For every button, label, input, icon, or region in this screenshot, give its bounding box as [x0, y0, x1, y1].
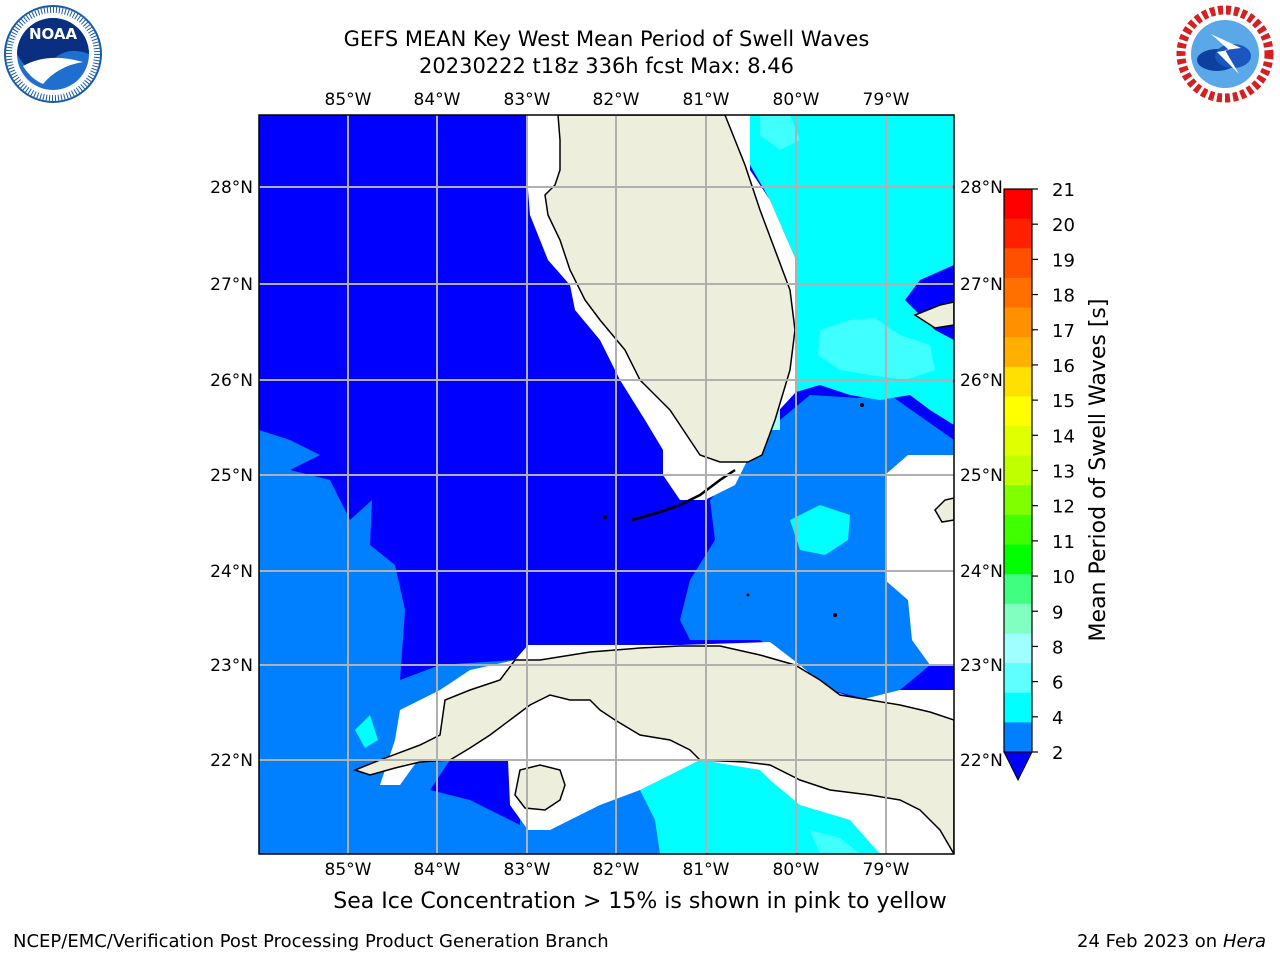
lat-label-right-4: 24°N — [960, 562, 1003, 582]
swell-2-4-west — [259, 430, 700, 854]
swell-6-8-north — [760, 115, 800, 150]
swell-4-6-straits — [790, 505, 850, 555]
lat-label-right-3: 25°N — [960, 466, 1003, 486]
colorbar: 21 20 19 18 17 16 15 14 13 12 11 10 9 8 6 4 2 Mean Period… — [1003, 180, 1111, 782]
colorbar-tick-label-7: 14 — [1052, 426, 1075, 447]
footer-date-text: 24 Feb 2023 on — [1077, 931, 1218, 952]
lat-label-right-2: 26°N — [960, 371, 1003, 391]
colorbar-tick-label-8: 13 — [1052, 462, 1075, 483]
colorbar-tick-label-16: 2 — [1052, 743, 1063, 764]
map-title: GEFS MEAN Key West Mean Period of Swell … — [343, 27, 870, 51]
colorbar-tick-label-0: 21 — [1052, 180, 1075, 201]
colorbar-tick-label-14: 6 — [1052, 673, 1063, 694]
colorbar-segment-7 — [1004, 396, 1032, 427]
colorbar-segment-3 — [1004, 277, 1032, 309]
lat-label-left-5: 23°N — [210, 656, 253, 676]
map-subtitle: 20230222 t18z 336h fcst Max: 8.46 — [419, 54, 794, 78]
lon-label-top-4: 81°W — [683, 90, 730, 110]
lat-label-right-6: 22°N — [960, 751, 1003, 771]
colorbar-segment-6 — [1004, 366, 1032, 397]
colorbar-segment-1 — [1004, 218, 1032, 249]
lon-label-top-1: 84°W — [414, 90, 461, 110]
florida-land — [544, 115, 796, 463]
lon-label-top-3: 82°W — [593, 90, 640, 110]
colorbar-segment-11 — [1004, 514, 1032, 546]
colorbar-tick-label-1: 20 — [1052, 215, 1075, 236]
colorbar-segment-4 — [1004, 307, 1032, 338]
lon-label-top-5: 80°W — [773, 90, 820, 110]
bahamas-north — [913, 301, 954, 329]
colorbar-tick-label-13: 8 — [1052, 637, 1063, 658]
lat-label-left-4: 24°N — [210, 562, 253, 582]
footer-date: 24 Feb 2023 on Hera — [1077, 931, 1266, 952]
lat-label-right-1: 27°N — [960, 275, 1003, 295]
colorbar-tick-label-9: 12 — [1052, 497, 1075, 518]
lon-label-bottom-2: 83°W — [504, 860, 551, 880]
colorbar-tick-label-5: 16 — [1052, 356, 1075, 377]
colorbar-segment-8 — [1004, 426, 1032, 457]
noaa-logo-text: NOAA — [29, 25, 78, 43]
colorbar-segment-9 — [1004, 455, 1032, 486]
lat-label-left-0: 28°N — [210, 178, 253, 198]
bahamas-andros — [934, 497, 954, 523]
lon-label-bottom-1: 84°W — [414, 860, 461, 880]
colorbar-segment-10 — [1004, 485, 1032, 516]
lon-label-top-6: 79°W — [863, 90, 910, 110]
lat-label-left-1: 27°N — [210, 275, 253, 295]
nws-logo — [1176, 5, 1274, 103]
lon-label-top-0: 85°W — [325, 90, 372, 110]
noaa-logo: NOAA — [4, 5, 102, 103]
swell-4-6-cuba-south — [640, 760, 880, 854]
colorbar-segment-18 — [1004, 722, 1032, 753]
colorbar-segment-12 — [1004, 544, 1032, 575]
colorbar-segment-13 — [1004, 574, 1032, 605]
swell-4-6-west — [355, 715, 378, 748]
sea-ice-note: Sea Ice Concentration > 15% is shown in … — [333, 889, 947, 914]
colorbar-segment-0 — [1004, 189, 1032, 220]
footer-machine: Hera — [1222, 931, 1266, 952]
lat-label-right-0: 28°N — [960, 178, 1003, 198]
colorbar-tick-label-11: 10 — [1052, 567, 1075, 588]
lon-label-bottom-5: 80°W — [773, 860, 820, 880]
map-axis-labels: 85°W 85°W 84°W 84°W 83°W 83°W 82°W 82°W 81°W 81°W… — [210, 90, 1003, 880]
map-grid — [259, 115, 954, 854]
footer-credit: NCEP/EMC/Verification Post Processing Pr… — [13, 931, 609, 952]
colorbar-segment-15 — [1004, 633, 1032, 664]
lat-label-left-2: 26°N — [210, 371, 253, 391]
lat-label-left-6: 22°N — [210, 751, 253, 771]
colorbar-extend-arrow — [1003, 751, 1033, 782]
lon-label-bottom-3: 82°W — [593, 860, 640, 880]
florida-keys — [631, 468, 736, 522]
swell-6-8-south — [810, 830, 860, 854]
colorbar-segment-16 — [1004, 663, 1032, 694]
map-plot-area — [259, 115, 954, 854]
colorbar-label: Mean Period of Swell Waves [s] — [1086, 299, 1111, 642]
colorbar-tick-label-3: 18 — [1052, 286, 1075, 307]
colorbar-tick-label-4: 17 — [1052, 321, 1075, 342]
map-frame — [258, 114, 955, 855]
lat-label-right-5: 23°N — [960, 656, 1003, 676]
colorbar-segment-5 — [1004, 337, 1032, 368]
lon-label-bottom-4: 81°W — [683, 860, 730, 880]
colorbar-segment-14 — [1004, 603, 1032, 634]
lat-label-left-3: 25°N — [210, 466, 253, 486]
colorbar-tick-label-6: 15 — [1052, 391, 1075, 412]
colorbar-tick-label-10: 11 — [1052, 532, 1075, 553]
colorbar-tick-label-15: 4 — [1052, 708, 1063, 729]
colorbar-tick-label-12: 9 — [1052, 602, 1063, 623]
lon-label-bottom-6: 79°W — [863, 860, 910, 880]
colorbar-tick-label-2: 19 — [1052, 250, 1075, 271]
lon-label-bottom-0: 85°W — [325, 860, 372, 880]
swell-6-8-atlantic — [818, 318, 935, 380]
colorbar-segment-2 — [1004, 248, 1032, 279]
lon-label-top-2: 83°W — [504, 90, 551, 110]
colorbar-segment-17 — [1004, 692, 1032, 723]
